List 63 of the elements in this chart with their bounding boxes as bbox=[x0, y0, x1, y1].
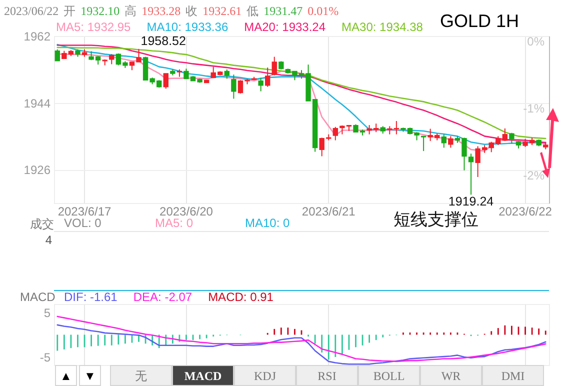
text: MA5: 0 bbox=[155, 216, 194, 230]
text: 短线支撑位 bbox=[394, 210, 478, 229]
series-label: DIF: -1.61 bbox=[64, 290, 118, 304]
y-tick-label: 1962 bbox=[24, 30, 51, 44]
x-tick-label: 2023/6/22 bbox=[498, 204, 552, 218]
y-tick-label: 1926 bbox=[24, 163, 51, 178]
x-tick-label: 2023/6/21 bbox=[302, 204, 356, 218]
candlestick bbox=[448, 136, 454, 148]
text: DMI bbox=[482, 365, 544, 386]
text: 1932.10 bbox=[80, 4, 120, 18]
text: 低 bbox=[246, 4, 259, 18]
text: 开 bbox=[64, 4, 76, 18]
text: WR bbox=[420, 365, 482, 386]
x-tick-label: 2023/6/17 bbox=[58, 204, 112, 218]
candlestick bbox=[420, 136, 426, 152]
text: 2023/06/22 bbox=[4, 4, 59, 18]
candlestick bbox=[264, 67, 270, 88]
x-tick-label: 2023/6/20 bbox=[160, 204, 214, 218]
candlestick bbox=[258, 77, 264, 92]
text: 1931.47 bbox=[264, 4, 303, 18]
y-tick-label: 1944 bbox=[24, 96, 51, 110]
text: 0.01% bbox=[308, 4, 339, 18]
chart-title: MACD bbox=[20, 290, 56, 304]
y-tick-label: -5 bbox=[40, 350, 51, 364]
text: BOLL bbox=[358, 365, 420, 386]
text: VOL: 0 bbox=[64, 216, 102, 230]
candlestick bbox=[224, 68, 230, 80]
text: RSI bbox=[296, 365, 358, 386]
y-tick-label: 5 bbox=[44, 306, 51, 320]
text: 成交 bbox=[30, 216, 54, 233]
candlestick bbox=[441, 134, 446, 148]
candlestick bbox=[54, 48, 60, 62]
text: MACD bbox=[172, 365, 234, 386]
text: DEA: -2.07 bbox=[133, 290, 192, 304]
text: MA30: 1934.38 bbox=[342, 20, 423, 34]
text: MA10: 1933.36 bbox=[146, 20, 228, 34]
candlestick bbox=[332, 126, 338, 141]
text: KDJ bbox=[234, 365, 296, 386]
y2-tick-label: 0% bbox=[527, 34, 545, 48]
y2-tick-label: -1% bbox=[523, 102, 545, 116]
annotation: 1919.24 bbox=[448, 194, 494, 209]
line-series bbox=[56, 316, 546, 362]
text: 无 bbox=[110, 365, 172, 386]
text: 收 bbox=[186, 4, 198, 18]
line-series bbox=[56, 324, 546, 365]
text: 1933.28 bbox=[142, 4, 181, 18]
chart-title: GOLD 1H bbox=[440, 11, 519, 32]
text: 4 bbox=[45, 233, 52, 247]
text: ▲ bbox=[55, 365, 77, 386]
text: 高 bbox=[124, 4, 137, 18]
text: ▼ bbox=[79, 365, 101, 386]
candlestick bbox=[231, 74, 236, 100]
annotation: 1958.52 bbox=[140, 34, 186, 48]
text: MA20: 1933.24 bbox=[244, 20, 326, 34]
candlestick bbox=[272, 56, 277, 76]
series-label: MA5: 1932.95 bbox=[56, 20, 131, 34]
candlestick bbox=[468, 153, 474, 196]
candlestick bbox=[163, 72, 168, 90]
text: MA10: 0 bbox=[245, 216, 290, 230]
candlestick bbox=[502, 128, 508, 142]
text: MACD: 0.91 bbox=[208, 290, 274, 304]
y2-tick-label: -2% bbox=[523, 168, 545, 183]
text: 1932.61 bbox=[202, 4, 242, 18]
